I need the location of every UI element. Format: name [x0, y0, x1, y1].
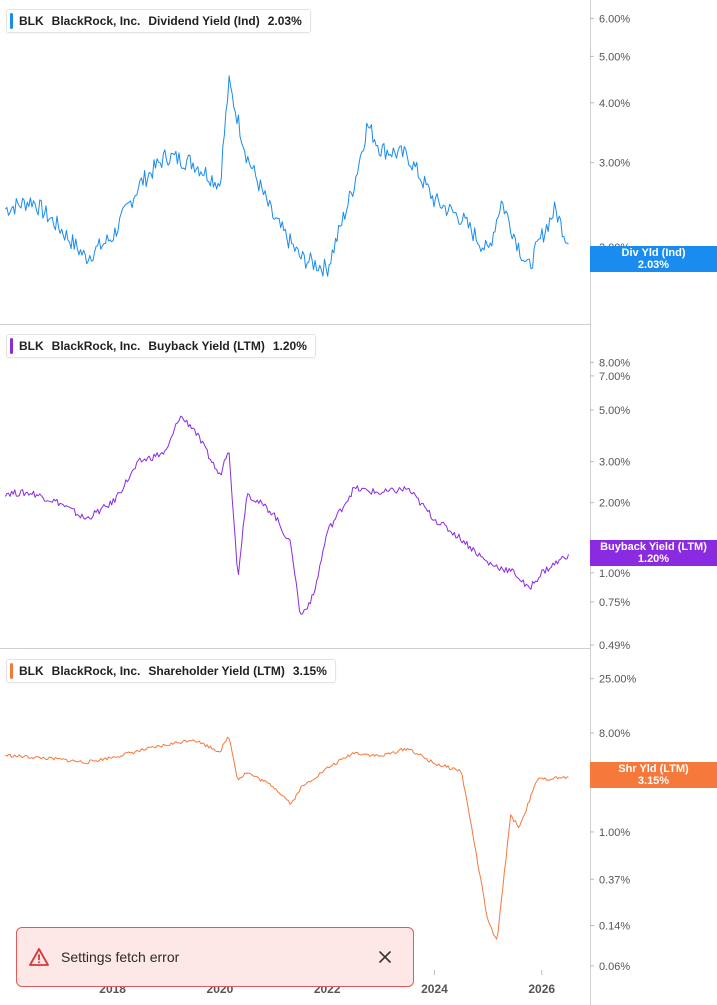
y-tick-label: 25.00% [599, 674, 637, 686]
series-line [5, 75, 569, 277]
series-color-marker [10, 663, 13, 679]
y-tick-label: 6.00% [599, 13, 630, 25]
y-tick-label: 1.00% [599, 568, 630, 580]
dividend-yield-label: BLK BlackRock, Inc. Dividend Yield (Ind)… [6, 9, 311, 33]
company-name: BlackRock, Inc. [51, 14, 141, 28]
tag-label: Div Yld (Ind) [621, 247, 686, 259]
y-tick-label: 1.00% [599, 827, 630, 839]
series-color-marker [10, 13, 13, 29]
y-tick-label: 7.00% [599, 371, 630, 383]
warning-triangle-icon [29, 948, 49, 966]
series-line [5, 736, 569, 940]
toast-message: Settings fetch error [61, 949, 180, 965]
ticker: BLK [19, 664, 44, 678]
y-tick-label: 0.06% [599, 961, 630, 973]
error-toast: Settings fetch error [16, 927, 414, 987]
y-tick-label: 3.00% [599, 457, 630, 469]
latest-value: 3.15% [292, 664, 327, 678]
company-name: BlackRock, Inc. [51, 664, 141, 678]
y-tick-label: 3.00% [599, 158, 630, 170]
y-tick-label: 0.14% [599, 921, 630, 933]
company-name: BlackRock, Inc. [51, 339, 141, 353]
ticker: BLK [19, 14, 44, 28]
metric-name: Dividend Yield (Ind) [148, 14, 260, 28]
x-tick-label: 2024 [421, 982, 448, 996]
y-tick-label: 0.49% [599, 640, 630, 652]
latest-value: 1.20% [272, 339, 307, 353]
buyback-yield-label: BLK BlackRock, Inc. Buyback Yield (LTM) … [6, 334, 316, 358]
y-tick-label: 0.75% [599, 597, 630, 609]
tag-value: 2.03% [637, 259, 670, 271]
buyback-yield-tag: Buyback Yield (LTM) 1.20% [590, 540, 717, 566]
series-line [4, 415, 569, 615]
tag-label: Buyback Yield (LTM) [600, 541, 707, 553]
shareholder-yield-label: BLK BlackRock, Inc. Shareholder Yield (L… [6, 659, 336, 683]
y-tick-label: 2.00% [599, 498, 630, 510]
metric-name: Shareholder Yield (LTM) [148, 664, 285, 678]
tag-label: Shr Yld (LTM) [618, 763, 689, 775]
tag-value: 1.20% [637, 553, 670, 565]
toast-close-button[interactable] [371, 943, 399, 971]
dividend-yield-tag: Div Yld (Ind) 2.03% [590, 246, 717, 272]
y-tick-label: 0.37% [599, 874, 630, 886]
y-tick-label: 5.00% [599, 51, 630, 63]
metric-name: Buyback Yield (LTM) [148, 339, 265, 353]
y-tick-label: 8.00% [599, 357, 630, 369]
series-color-marker [10, 338, 13, 354]
latest-value: 2.03% [267, 14, 302, 28]
y-tick-label: 8.00% [599, 728, 630, 740]
close-icon [379, 951, 391, 963]
y-tick-label: 4.00% [599, 98, 630, 110]
ticker: BLK [19, 339, 44, 353]
shareholder-yield-tag: Shr Yld (LTM) 3.15% [590, 762, 717, 788]
y-tick-label: 5.00% [599, 405, 630, 417]
x-tick-label: 2026 [528, 982, 555, 996]
tag-value: 3.15% [637, 775, 670, 787]
